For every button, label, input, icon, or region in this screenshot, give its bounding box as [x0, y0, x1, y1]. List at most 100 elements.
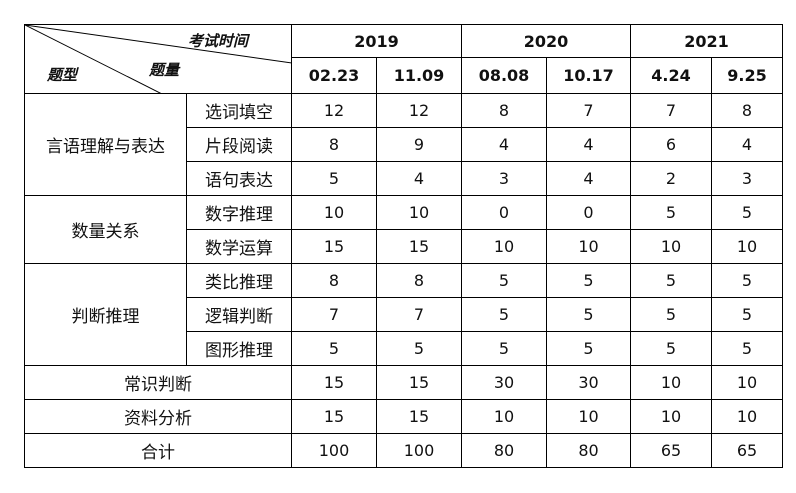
single-type-cell: 资料分析 — [24, 399, 292, 434]
value-cell: 100 — [291, 433, 377, 468]
value-cell: 80 — [461, 433, 547, 468]
value-cell: 3 — [711, 161, 783, 196]
single-type-cell: 合计 — [24, 433, 292, 468]
table-row: 图形推理 5 5 5 5 5 5 — [25, 331, 783, 366]
year-header: 2020 — [461, 24, 631, 58]
year-header: 2019 — [291, 24, 462, 58]
value-cell: 7 — [376, 297, 462, 332]
date-header: 11.09 — [376, 57, 462, 94]
value-cell: 5 — [546, 263, 631, 298]
value-cell: 15 — [291, 229, 377, 264]
value-cell: 8 — [291, 127, 377, 162]
value-cell: 5 — [461, 331, 547, 366]
subtype-cell: 语句表达 — [186, 161, 292, 196]
subtype-cell: 片段阅读 — [186, 127, 292, 162]
value-cell: 0 — [546, 195, 631, 230]
subtype-cell: 选词填空 — [186, 93, 292, 128]
value-cell: 10 — [461, 399, 547, 434]
table-row: 逻辑判断 7 7 5 5 5 5 — [25, 297, 783, 332]
date-header: 9.25 — [711, 57, 783, 94]
value-cell: 5 — [711, 263, 783, 298]
value-cell: 8 — [376, 263, 462, 298]
subtype-cell: 图形推理 — [186, 331, 292, 366]
single-type-cell: 常识判断 — [24, 365, 292, 400]
value-cell: 5 — [630, 195, 712, 230]
value-cell: 5 — [630, 263, 712, 298]
value-cell: 8 — [711, 93, 783, 128]
value-cell: 10 — [711, 229, 783, 264]
corner-qty-label: 题量 — [149, 61, 180, 79]
table-body: 言语理解与表达 选词填空 12 12 8 7 7 8 片段阅读 8 9 4 4 6 4 语句表达 5 4 3 4 2 3 数… — [24, 93, 783, 468]
exam-table-container: 考试时间 题型 题量 2019 2020 2021 02.23 11.09 08… — [24, 24, 783, 468]
value-cell: 4 — [376, 161, 462, 196]
value-cell: 7 — [546, 93, 631, 128]
table-row: 数学运算 15 15 10 10 10 10 — [25, 229, 783, 264]
value-cell: 65 — [711, 433, 783, 468]
table-row: 合计 100 100 80 80 65 65 — [24, 433, 783, 468]
category-cell: 数量关系 — [24, 195, 187, 264]
date-header: 08.08 — [461, 57, 547, 94]
date-header: 02.23 — [291, 57, 377, 94]
value-cell: 2 — [630, 161, 712, 196]
value-cell: 4 — [461, 127, 547, 162]
value-cell: 15 — [291, 399, 377, 434]
value-cell: 15 — [376, 365, 462, 400]
header-row-dates: 02.23 11.09 08.08 10.17 4.24 9.25 — [25, 57, 783, 94]
corner-time-label: 考试时间 — [188, 32, 249, 50]
value-cell: 12 — [376, 93, 462, 128]
category-cell: 判断推理 — [24, 263, 187, 366]
value-cell: 5 — [711, 195, 783, 230]
value-cell: 10 — [630, 365, 712, 400]
value-cell: 15 — [376, 399, 462, 434]
value-cell: 5 — [630, 297, 712, 332]
value-cell: 5 — [546, 331, 631, 366]
value-cell: 5 — [291, 161, 377, 196]
value-cell: 8 — [291, 263, 377, 298]
value-cell: 12 — [291, 93, 377, 128]
value-cell: 10 — [630, 229, 712, 264]
table-row: 资料分析 15 15 10 10 10 10 — [24, 399, 783, 434]
value-cell: 5 — [711, 331, 783, 366]
diagonal-lines — [25, 25, 291, 93]
value-cell: 5 — [546, 297, 631, 332]
diagonal-corner-header: 考试时间 题型 题量 — [24, 24, 292, 94]
value-cell: 10 — [630, 399, 712, 434]
subtype-cell: 逻辑判断 — [186, 297, 292, 332]
value-cell: 15 — [376, 229, 462, 264]
value-cell: 10 — [711, 365, 783, 400]
date-header: 10.17 — [546, 57, 631, 94]
value-cell: 5 — [630, 331, 712, 366]
value-cell: 6 — [630, 127, 712, 162]
subtype-cell: 类比推理 — [186, 263, 292, 298]
value-cell: 10 — [376, 195, 462, 230]
subtype-cell: 数字推理 — [186, 195, 292, 230]
table-row: 言语理解与表达 选词填空 12 12 8 7 7 8 — [24, 93, 783, 196]
value-cell: 5 — [461, 297, 547, 332]
table-row: 数量关系 数字推理 10 10 0 0 5 5 — [24, 195, 783, 264]
value-cell: 7 — [630, 93, 712, 128]
value-cell: 4 — [546, 127, 631, 162]
value-cell: 15 — [291, 365, 377, 400]
header-row-years: 考试时间 题型 题量 2019 2020 2021 — [24, 24, 783, 94]
value-cell: 30 — [546, 365, 631, 400]
value-cell: 0 — [461, 195, 547, 230]
category-cell: 言语理解与表达 — [24, 93, 187, 196]
value-cell: 4 — [546, 161, 631, 196]
value-cell: 10 — [711, 399, 783, 434]
value-cell: 10 — [461, 229, 547, 264]
value-cell: 8 — [461, 93, 547, 128]
table-row: 常识判断 15 15 30 30 10 10 — [24, 365, 783, 400]
value-cell: 10 — [546, 399, 631, 434]
year-header: 2021 — [630, 24, 783, 58]
value-cell: 5 — [376, 331, 462, 366]
value-cell: 4 — [711, 127, 783, 162]
value-cell: 100 — [376, 433, 462, 468]
value-cell: 10 — [291, 195, 377, 230]
value-cell: 65 — [630, 433, 712, 468]
value-cell: 10 — [546, 229, 631, 264]
value-cell: 3 — [461, 161, 547, 196]
value-cell: 5 — [711, 297, 783, 332]
value-cell: 5 — [291, 331, 377, 366]
value-cell: 80 — [546, 433, 631, 468]
subtype-cell: 数学运算 — [186, 229, 292, 264]
